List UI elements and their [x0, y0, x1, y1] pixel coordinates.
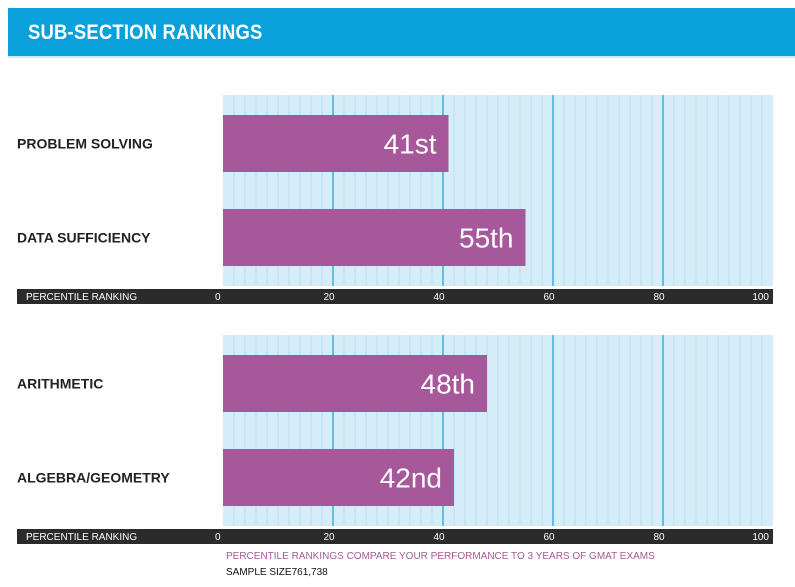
footnote: PERCENTILE RANKINGS COMPARE YOUR PERFORM…: [226, 551, 655, 562]
bar: [223, 115, 449, 172]
x-tick-label: 100: [752, 532, 769, 543]
x-tick-label: 80: [653, 292, 665, 303]
category-label: ARITHMETIC: [17, 376, 103, 392]
chart-1: 41st PROBLEM SOLVING 55th DATA SUFFICIENCY P…: [17, 95, 773, 304]
sample-size: SAMPLE SIZE761,738: [226, 567, 328, 578]
x-axis-label: PERCENTILE RANKING: [26, 532, 137, 543]
section-title: SUB-SECTION RANKINGS: [28, 21, 263, 44]
section-header: SUB-SECTION RANKINGS: [8, 8, 795, 58]
bar-value-label: 48th: [421, 369, 476, 400]
x-tick-label: 80: [653, 532, 665, 543]
bar: [223, 449, 454, 506]
bar: [223, 355, 487, 412]
x-tick-label: 100: [752, 292, 769, 303]
category-label: PROBLEM SOLVING: [17, 136, 153, 152]
x-tick-label: 60: [543, 292, 555, 303]
x-tick-label: 60: [543, 532, 555, 543]
x-tick-label: 0: [215, 292, 221, 303]
x-axis-label: PERCENTILE RANKING: [26, 292, 137, 303]
category-label: DATA SUFFICIENCY: [17, 230, 151, 246]
chart-2: 48th ARITHMETIC 42nd ALGEBRA/GEOMETRY PERCEN…: [17, 335, 773, 544]
x-tick-label: 0: [215, 532, 221, 543]
category-label: ALGEBRA/GEOMETRY: [17, 470, 170, 486]
x-tick-label: 20: [323, 532, 335, 543]
axis-strip: [17, 529, 773, 544]
bar: [223, 209, 526, 266]
bar-value-label: 55th: [459, 223, 514, 254]
bar-value-label: 41st: [384, 129, 437, 160]
bar-value-label: 42nd: [380, 463, 442, 494]
x-tick-label: 40: [433, 292, 445, 303]
x-tick-label: 20: [323, 292, 335, 303]
axis-strip: [17, 289, 773, 304]
x-tick-label: 40: [433, 532, 445, 543]
